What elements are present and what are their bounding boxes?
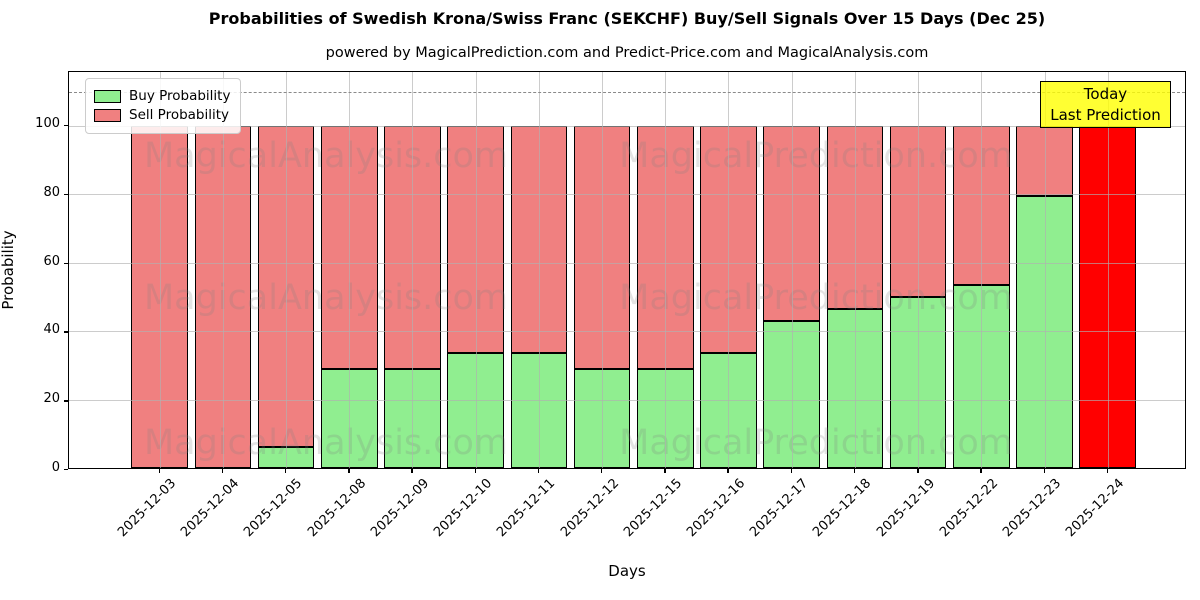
x-tick-mark <box>158 469 160 473</box>
v-gridline <box>286 72 288 468</box>
y-axis-title-text: Probability <box>0 230 17 310</box>
legend: Buy Probability Sell Probability <box>85 78 242 134</box>
x-tick-mark <box>474 469 477 473</box>
x-tick-label-text: 2025-12-09 <box>368 476 433 541</box>
today-annotation-line2: Last Prediction <box>1050 105 1161 124</box>
chart-title: Probabilities of Swedish Krona/Swiss Fra… <box>208 9 1046 28</box>
v-gridline <box>222 72 224 468</box>
x-tick-mark <box>1043 469 1045 473</box>
x-tick-label-text: 2025-12-16 <box>684 476 749 541</box>
y-tick-label: 20 <box>43 391 60 407</box>
y-tick-label: 0 <box>51 460 60 475</box>
buy-swatch-icon <box>94 89 121 103</box>
legend-label: Sell Probability <box>129 107 230 123</box>
y-tick-mark <box>64 125 68 127</box>
v-gridline <box>981 72 983 468</box>
plot-area: Buy Probability Sell Probability Today La… <box>68 71 1186 469</box>
buy-bar-segment <box>953 284 1010 468</box>
chart-subtitle: powered by MagicalPrediction.com and Pre… <box>325 45 929 61</box>
dashed-guide-line <box>69 91 1185 93</box>
x-tick-mark <box>537 469 540 473</box>
x-tick-mark <box>917 469 919 473</box>
legend-label: Buy Probability <box>129 88 231 104</box>
x-axis-title: Days <box>608 562 646 580</box>
v-gridline <box>159 72 161 468</box>
x-tick-label-text: 2025-12-05 <box>241 476 306 541</box>
sell-swatch-icon <box>94 108 121 122</box>
x-tick-mark <box>1106 469 1109 473</box>
x-tick-label-text: 2025-12-15 <box>620 476 685 541</box>
x-tick-label-text: 2025-12-10 <box>431 476 496 541</box>
x-tick-label-text: 2025-12-23 <box>1000 476 1065 541</box>
v-gridline <box>854 72 856 468</box>
y-tick-mark <box>64 331 68 333</box>
x-tick-label-text: 2025-12-12 <box>557 476 622 541</box>
x-tick-mark <box>727 469 729 473</box>
v-gridline <box>665 72 667 468</box>
y-tick-label: 100 <box>35 116 60 131</box>
h-gridline <box>69 399 1185 401</box>
legend-row: Buy Probability <box>94 88 230 104</box>
x-tick-label-text: 2025-12-11 <box>494 476 559 541</box>
v-gridline <box>602 72 604 468</box>
x-tick-mark <box>601 469 603 473</box>
today-bar-segment <box>1079 125 1137 468</box>
sell-bar-segment <box>384 125 441 369</box>
y-tick-label: 60 <box>43 253 60 269</box>
h-gridline <box>69 331 1185 333</box>
x-tick-mark <box>411 469 413 473</box>
sell-bar-segment <box>953 125 1010 285</box>
today-annotation-line1: Today <box>1083 84 1128 103</box>
v-gridline <box>728 72 730 468</box>
x-tick-mark <box>664 469 666 473</box>
v-gridline <box>918 72 920 468</box>
v-gridline <box>791 72 793 468</box>
h-gridline <box>69 262 1185 264</box>
legend-row: Sell Probability <box>94 107 230 123</box>
x-tick-label-text: 2025-12-24 <box>1063 476 1128 541</box>
y-tick-mark <box>64 193 68 196</box>
x-tick-label-text: 2025-12-17 <box>747 476 812 541</box>
v-gridline <box>349 72 351 468</box>
y-tick-label: 80 <box>43 184 60 200</box>
sell-bar-segment <box>510 125 568 354</box>
x-tick-mark <box>285 469 287 473</box>
buy-bar-segment <box>510 353 568 468</box>
x-tick-mark <box>348 469 350 473</box>
x-tick-label-text: 2025-12-03 <box>115 476 180 541</box>
y-tick-mark <box>64 400 68 402</box>
y-tick-label: 40 <box>43 322 60 338</box>
h-gridline <box>69 125 1185 127</box>
x-tick-mark <box>790 469 793 473</box>
v-gridline <box>475 72 477 468</box>
x-tick-label-text: 2025-12-08 <box>304 476 369 541</box>
y-tick-mark <box>64 262 68 264</box>
v-gridline <box>1044 72 1046 468</box>
v-gridline <box>1107 72 1109 468</box>
x-tick-label-text: 2025-12-04 <box>178 476 243 541</box>
y-tick-mark <box>64 469 68 471</box>
x-tick-label-text: 2025-12-19 <box>873 476 938 541</box>
x-tick-mark <box>853 469 856 473</box>
x-tick-label-text: 2025-12-18 <box>810 476 875 541</box>
today-annotation: Today Last Prediction <box>1040 81 1171 128</box>
x-tick-label-text: 2025-12-22 <box>936 476 1001 541</box>
x-tick-mark <box>221 469 224 473</box>
x-tick-mark <box>980 469 982 473</box>
v-gridline <box>412 72 414 468</box>
v-gridline <box>538 72 540 468</box>
buy-bar-segment <box>384 368 441 468</box>
h-gridline <box>69 194 1185 196</box>
